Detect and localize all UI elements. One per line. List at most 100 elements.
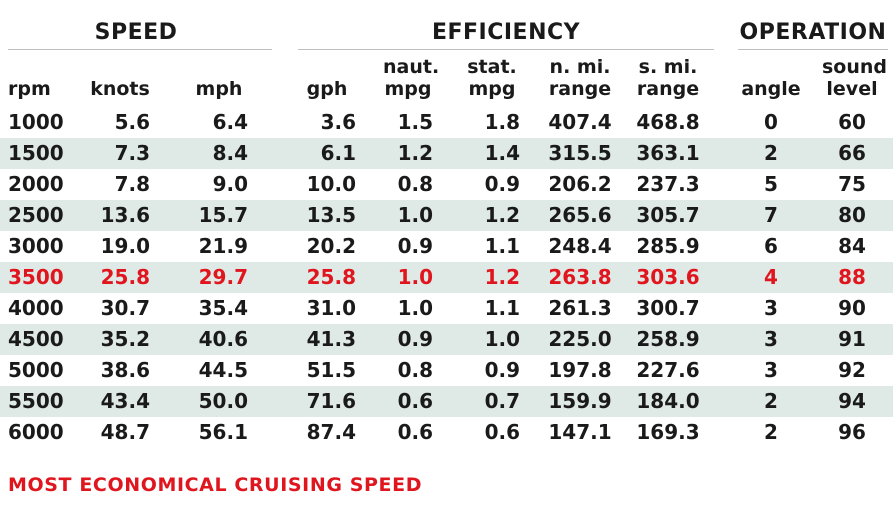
table-cell-knots: 7.8	[114, 172, 150, 196]
table-cell-gph: 13.5	[306, 203, 356, 227]
table-cell-angle: 2	[764, 389, 778, 413]
column-header-s-mi-range: s. mi. range	[634, 54, 702, 100]
column-header-gph: gph	[298, 54, 356, 100]
table-cell-rpm: 3000	[8, 234, 64, 258]
column-header-mph: mph	[190, 54, 248, 100]
table-row: 1500 7.3 8.4 6.1 1.2 1.4 315.5 363.1 2 66	[0, 138, 893, 169]
table-cell-stat-mpg: 1.0	[484, 327, 520, 351]
table-row: 2000 7.8 9.0 10.0 0.8 0.9 206.2 237.3 5 75	[0, 169, 893, 200]
table-cell-n-mi-range: 407.4	[548, 110, 612, 134]
group-rule-efficiency	[298, 49, 714, 50]
table-cell-s-mi-range: 184.0	[636, 389, 700, 413]
table-cell-s-mi-range: 305.7	[636, 203, 700, 227]
table-cell-gph: 41.3	[306, 327, 356, 351]
table-cell-sound-level: 92	[838, 358, 866, 382]
table-cell-rpm: 4000	[8, 296, 64, 320]
column-header-n-mi-range: n. mi. range	[546, 54, 614, 100]
table-cell-rpm: 2000	[8, 172, 64, 196]
table-cell-naut-mpg: 1.0	[397, 265, 433, 289]
table-cell-sound-level: 96	[838, 420, 866, 444]
table-cell-mph: 8.4	[212, 141, 248, 165]
table-cell-mph: 9.0	[212, 172, 248, 196]
table-cell-mph: 56.1	[198, 420, 248, 444]
column-header-stat-mpg: stat. mpg	[464, 54, 520, 100]
table-cell-mph: 35.4	[198, 296, 248, 320]
table-cell-sound-level: 91	[838, 327, 866, 351]
group-rule-speed	[8, 49, 272, 50]
column-header-line2: gph	[306, 78, 348, 100]
table-cell-stat-mpg: 1.1	[484, 296, 520, 320]
table-cell-gph: 31.0	[306, 296, 356, 320]
table-cell-gph: 3.6	[320, 110, 356, 134]
table-cell-s-mi-range: 258.9	[636, 327, 700, 351]
table-cell-sound-level: 66	[838, 141, 866, 165]
table-cell-rpm: 5000	[8, 358, 64, 382]
column-header-line2: mpg	[468, 78, 516, 100]
column-header-line2: level	[826, 78, 878, 100]
table-cell-gph: 20.2	[306, 234, 356, 258]
table-cell-knots: 13.6	[100, 203, 150, 227]
table-row-highlighted: 3500 25.8 29.7 25.8 1.0 1.2 263.8 303.6 4 88	[0, 262, 893, 293]
column-header-line1: naut.	[383, 56, 440, 78]
table-cell-knots: 30.7	[100, 296, 150, 320]
table-cell-n-mi-range: 263.8	[548, 265, 612, 289]
table-cell-rpm: 2500	[8, 203, 64, 227]
table-cell-angle: 3	[764, 327, 778, 351]
column-header-line1: stat.	[467, 56, 517, 78]
table-cell-knots: 38.6	[100, 358, 150, 382]
table-cell-n-mi-range: 159.9	[548, 389, 612, 413]
table-cell-naut-mpg: 1.0	[397, 296, 433, 320]
table-cell-s-mi-range: 303.6	[636, 265, 700, 289]
table-cell-n-mi-range: 206.2	[548, 172, 612, 196]
table-cell-angle: 4	[764, 265, 778, 289]
table-cell-stat-mpg: 1.2	[484, 265, 520, 289]
table-row: 3000 19.0 21.9 20.2 0.9 1.1 248.4 285.9 6 84	[0, 231, 893, 262]
table-cell-sound-level: 88	[838, 265, 866, 289]
column-header-sound-level: sound level	[822, 54, 887, 100]
table-cell-angle: 2	[764, 141, 778, 165]
table-cell-n-mi-range: 265.6	[548, 203, 612, 227]
table-cell-knots: 43.4	[100, 389, 150, 413]
table-cell-stat-mpg: 1.4	[484, 141, 520, 165]
table-cell-n-mi-range: 315.5	[548, 141, 612, 165]
table-cell-knots: 25.8	[100, 265, 150, 289]
table-cell-naut-mpg: 0.8	[397, 172, 433, 196]
table-cell-gph: 6.1	[320, 141, 356, 165]
table-cell-mph: 21.9	[198, 234, 248, 258]
table-cell-n-mi-range: 261.3	[548, 296, 612, 320]
table-cell-mph: 44.5	[198, 358, 248, 382]
table-cell-rpm: 1000	[8, 110, 64, 134]
table-cell-stat-mpg: 0.9	[484, 358, 520, 382]
table-cell-rpm: 1500	[8, 141, 64, 165]
table-cell-angle: 7	[764, 203, 778, 227]
table-row: 4000 30.7 35.4 31.0 1.0 1.1 261.3 300.7 3 90	[0, 293, 893, 324]
table-cell-sound-level: 80	[838, 203, 866, 227]
table-cell-rpm: 4500	[8, 327, 64, 351]
table-cell-gph: 51.5	[306, 358, 356, 382]
table-cell-n-mi-range: 147.1	[548, 420, 612, 444]
table-cell-mph: 40.6	[198, 327, 248, 351]
table-cell-s-mi-range: 468.8	[636, 110, 700, 134]
table-cell-naut-mpg: 1.2	[397, 141, 433, 165]
table-cell-knots: 7.3	[114, 141, 150, 165]
group-header-efficiency: EFFICIENCY	[431, 20, 581, 45]
column-header-angle: angle	[738, 54, 804, 100]
column-header-knots: knots	[90, 54, 150, 100]
footnote: MOST ECONOMICAL CRUISING SPEED	[8, 474, 423, 496]
table-cell-s-mi-range: 237.3	[636, 172, 700, 196]
table-cell-gph: 87.4	[306, 420, 356, 444]
column-header-line2: mpg	[384, 78, 432, 100]
table-cell-s-mi-range: 169.3	[636, 420, 700, 444]
column-header-line2: knots	[90, 78, 150, 100]
table-row: 6000 48.7 56.1 87.4 0.6 0.6 147.1 169.3 2 96	[0, 417, 893, 448]
table-cell-stat-mpg: 1.1	[484, 234, 520, 258]
table-cell-naut-mpg: 0.8	[397, 358, 433, 382]
column-header-line2: mph	[195, 78, 243, 100]
table-cell-sound-level: 60	[838, 110, 866, 134]
table-cell-naut-mpg: 0.9	[397, 234, 433, 258]
column-header-naut-mpg: naut. mpg	[383, 54, 440, 100]
column-header-rpm: rpm	[8, 54, 66, 100]
table-cell-stat-mpg: 0.7	[484, 389, 520, 413]
table-cell-knots: 48.7	[100, 420, 150, 444]
table-cell-mph: 15.7	[198, 203, 248, 227]
